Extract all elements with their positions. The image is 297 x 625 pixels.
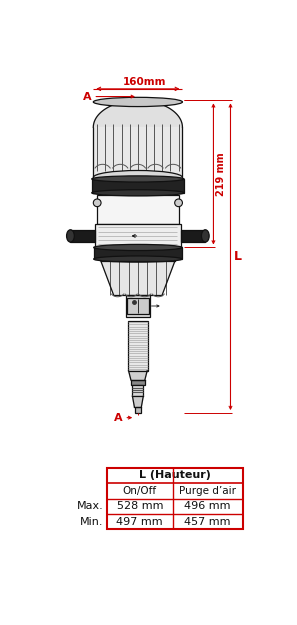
Text: On/Off: On/Off xyxy=(123,486,157,496)
Polygon shape xyxy=(132,396,143,407)
Ellipse shape xyxy=(201,230,209,242)
Circle shape xyxy=(175,199,182,207)
Text: 457 mm: 457 mm xyxy=(184,517,231,527)
Bar xyxy=(107,468,242,529)
Bar xyxy=(95,224,181,248)
Text: Min.: Min. xyxy=(80,517,104,527)
Ellipse shape xyxy=(92,190,184,196)
Ellipse shape xyxy=(93,171,182,184)
Text: 528 mm: 528 mm xyxy=(116,501,163,511)
Bar xyxy=(128,321,148,371)
Ellipse shape xyxy=(94,244,182,251)
Bar xyxy=(127,298,149,314)
Text: L: L xyxy=(233,250,241,263)
Ellipse shape xyxy=(93,98,182,107)
Bar xyxy=(94,248,182,259)
Bar xyxy=(70,230,95,242)
Bar xyxy=(97,195,178,224)
Text: 160mm: 160mm xyxy=(122,76,166,86)
Ellipse shape xyxy=(94,256,182,262)
Text: A: A xyxy=(113,412,122,422)
Circle shape xyxy=(93,199,101,207)
Bar xyxy=(181,230,205,242)
Ellipse shape xyxy=(67,230,74,242)
Ellipse shape xyxy=(92,176,184,182)
Text: 497 mm: 497 mm xyxy=(116,517,163,527)
Polygon shape xyxy=(93,101,182,127)
Text: 496 mm: 496 mm xyxy=(184,501,231,511)
Text: Max.: Max. xyxy=(77,501,104,511)
Bar xyxy=(126,295,149,317)
Text: A: A xyxy=(83,91,92,101)
Text: 219 mm: 219 mm xyxy=(216,152,226,196)
Bar xyxy=(92,179,184,192)
Polygon shape xyxy=(129,371,147,380)
Bar xyxy=(135,407,140,413)
Bar xyxy=(131,380,145,384)
Polygon shape xyxy=(93,127,182,177)
Text: Purge d’air: Purge d’air xyxy=(179,486,236,496)
Bar xyxy=(132,384,143,396)
Polygon shape xyxy=(101,261,175,295)
Text: L (Hauteur): L (Hauteur) xyxy=(139,471,211,481)
